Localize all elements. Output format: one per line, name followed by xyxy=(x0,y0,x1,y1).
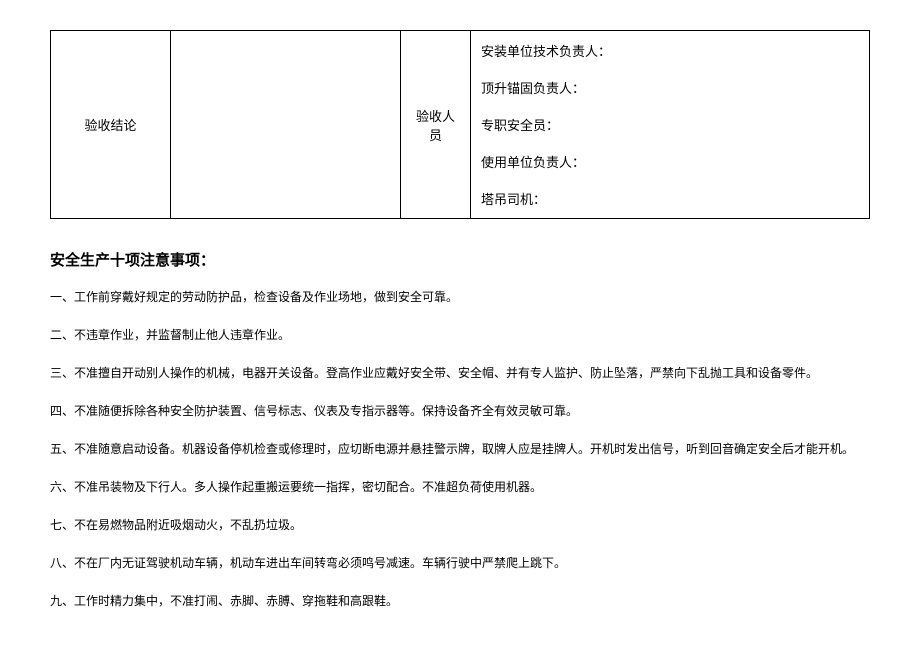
rule-item: 五、不准随意启动设备。机器设备停机检查或修理时，应切断电源并悬挂警示牌，取牌人应… xyxy=(50,440,870,458)
personnel-list-cell: 安装单位技术负责人： 顶升锚固负责人： 专职安全员： 使用单位负责人： 塔吊司机… xyxy=(471,31,870,219)
section-title: 安全生产十项注意事项： xyxy=(50,249,870,270)
conclusion-label: 验收结论 xyxy=(84,118,136,133)
acceptance-table: 验收结论 验收人员 安装单位技术负责人： 顶升锚固负责人： 专职安全员： 使用单… xyxy=(50,30,870,219)
personnel-item: 安装单位技术负责人： xyxy=(481,41,859,60)
conclusion-value-cell xyxy=(171,31,401,219)
personnel-label-cell: 验收人员 xyxy=(401,31,471,219)
rule-item: 三、不准擅自开动别人操作的机械，电器开关设备。登高作业应戴好安全带、安全帽、并有… xyxy=(50,364,870,382)
rule-item: 四、不准随便拆除各种安全防护装置、信号标志、仪表及专指示器等。保持设备齐全有效灵… xyxy=(50,402,870,420)
personnel-item: 塔吊司机： xyxy=(481,189,859,208)
rule-item: 七、不在易燃物品附近吸烟动火，不乱扔垃圾。 xyxy=(50,516,870,534)
rule-item: 一、工作前穿戴好规定的劳动防护品，检查设备及作业场地，做到安全可靠。 xyxy=(50,288,870,306)
rule-item: 二、不违章作业，并监督制止他人违章作业。 xyxy=(50,326,870,344)
personnel-label: 验收人员 xyxy=(416,109,455,143)
personnel-item: 顶升锚固负责人： xyxy=(481,78,859,97)
rule-item: 六、不准吊装物及下行人。多人操作起重搬运要统一指挥，密切配合。不准超负荷使用机器… xyxy=(50,478,870,496)
rule-item: 九、工作时精力集中，不准打闹、赤脚、赤膊、穿拖鞋和高跟鞋。 xyxy=(50,592,870,610)
rule-item: 八、不在厂内无证驾驶机动车辆，机动车进出车间转弯必须鸣号减速。车辆行驶中严禁爬上… xyxy=(50,554,870,572)
personnel-item: 专职安全员： xyxy=(481,115,859,134)
conclusion-label-cell: 验收结论 xyxy=(51,31,171,219)
personnel-item: 使用单位负责人： xyxy=(481,152,859,171)
